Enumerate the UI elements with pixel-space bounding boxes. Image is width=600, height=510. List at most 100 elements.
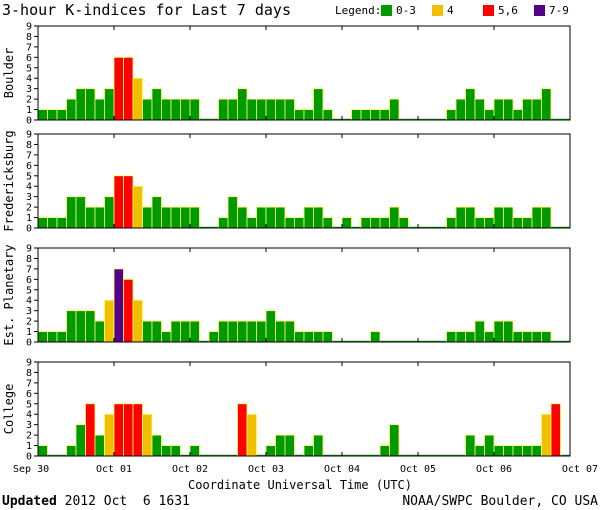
y-tick-label: 1 [26,213,32,224]
y-tick-label: 3 [26,192,32,203]
k-bar [560,454,570,456]
k-bar [284,217,295,229]
k-bar [332,226,342,228]
k-bar [94,206,105,229]
k-bar [484,109,495,121]
k-bar [418,226,428,228]
k-bar [123,278,134,343]
k-bar [142,206,153,229]
k-bar [493,320,504,343]
k-bar [123,403,134,457]
y-tick-label: 6 [26,53,32,64]
x-axis-title: Coordinate Universal Time (UTC) [188,478,412,492]
updated-label: Updated [2,494,57,509]
k-bar [446,331,457,343]
k-bar [360,217,371,229]
k-bar [541,88,552,121]
k-bar [75,424,86,457]
k-bar [427,118,437,120]
k-bar [512,217,523,229]
k-bar [256,320,267,343]
k-bar [370,109,381,121]
k-bar [541,206,552,229]
panels: 0123456789Boulder0123456789Fredericksbur… [2,22,571,463]
chart-title: 3-hour K-indices for Last 7 days [2,1,291,19]
k-bar [418,118,428,120]
k-bar [237,88,248,121]
legend-label: Legend: [335,4,381,17]
k-bar [456,454,466,456]
x-tick-label: Oct 03 [248,464,284,475]
y-tick-label: 7 [26,150,32,161]
y-tick-label: 6 [26,389,32,400]
k-bar [332,118,342,120]
panel-frame [37,361,571,457]
legend-item-label: 0-3 [396,4,416,17]
k-bar [227,98,238,121]
k-bar [218,454,228,456]
k-bar [218,98,229,121]
k-bar [47,217,58,229]
k-bar [132,77,143,121]
y-tick-label: 1 [26,105,32,116]
k-bar [380,340,390,342]
k-bar [361,454,371,456]
k-bar [541,331,552,343]
y-tick-label: 5 [26,63,32,74]
y-tick-label: 7 [26,378,32,389]
panel-frame [37,133,571,229]
k-bar [370,331,381,343]
k-bar [256,206,267,229]
k-bar [56,109,67,121]
k-bar [237,206,248,229]
panel-label: Fredericksburg [2,130,16,231]
k-bar [370,454,380,456]
k-bar [85,310,96,343]
y-tick-label: 6 [26,161,32,172]
k-bar [398,217,409,229]
k-bar [342,118,352,120]
k-bar [104,88,115,121]
k-bar [66,310,77,343]
k-bar [189,445,200,457]
k-bar [132,299,143,343]
legend-item-label: 7-9 [549,4,569,17]
y-tick-label: 5 [26,171,32,182]
k-bar [465,331,476,343]
k-bar [142,98,153,121]
k-bar [560,118,570,120]
k-bar [228,454,238,456]
k-bar [132,403,143,457]
k-bar [37,445,48,457]
k-bar [199,340,209,342]
k-bar [313,434,324,457]
k-bar [541,413,552,457]
k-bar [455,206,466,229]
k-bar [180,206,191,229]
k-bar [284,434,295,457]
k-bar [427,454,437,456]
k-bar [531,98,542,121]
k-bar [361,340,371,342]
k-bar [37,331,48,343]
k-bar [351,454,361,456]
k-bar [389,340,399,342]
panel-frame [37,25,571,121]
k-bar [474,98,485,121]
y-tick-label: 4 [26,74,32,85]
k-bar [408,226,418,228]
k-bar [294,217,305,229]
k-bar [170,98,181,121]
y-tick-label: 0 [26,452,32,463]
k-bar [351,340,361,342]
k-bar [246,217,257,229]
k-bar [47,331,58,343]
k-bar [332,340,342,342]
k-bar [474,320,485,343]
panel-label: Est. Planetary [2,244,16,345]
x-tick-label: Oct 05 [400,464,436,475]
k-bar [284,98,295,121]
k-bar [209,226,219,228]
k-bar [151,88,162,121]
x-tick-label: Sep 30 [13,464,49,475]
